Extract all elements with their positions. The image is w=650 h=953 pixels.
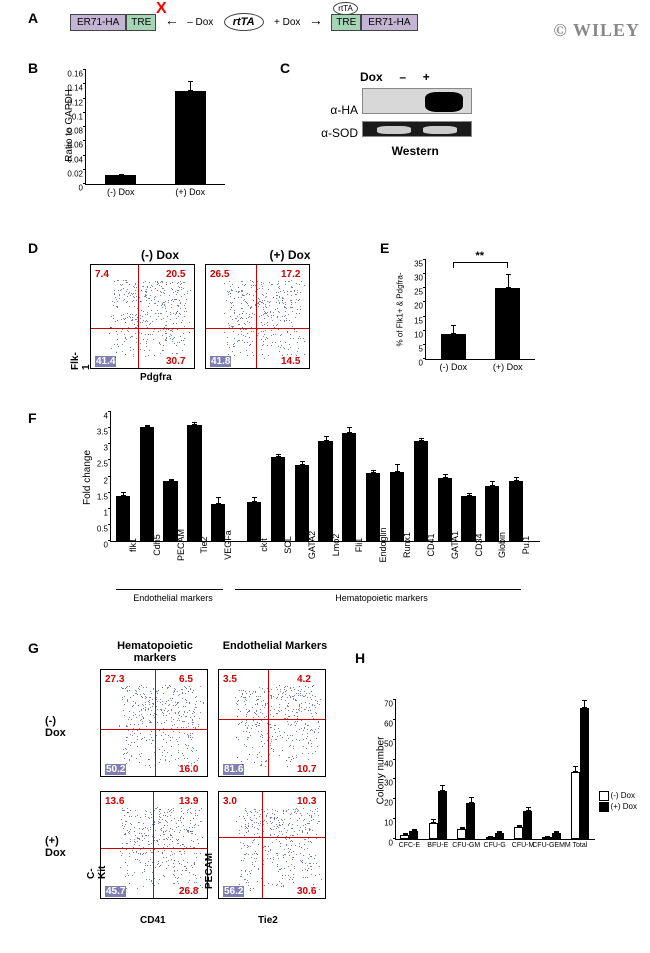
g-col2: Endothelial Markers	[220, 640, 330, 652]
watermark: © WILEY	[553, 20, 640, 41]
ha-signal	[425, 92, 463, 112]
rtta-oval: rtTA	[224, 13, 264, 31]
panel-f-label: F	[28, 410, 37, 426]
rtta-small-icon: rtTA	[333, 2, 358, 15]
panel-e-label: E	[380, 240, 389, 256]
tre-box-right: TRE	[331, 14, 361, 31]
panel-b-chart: 00.020.040.060.080.10.120.140.16(-) Dox(…	[85, 70, 225, 185]
panel-f-ylabel: Fold change	[82, 450, 93, 505]
panel-a-label: A	[28, 10, 38, 26]
d-ylabel: Flk-1	[70, 352, 92, 370]
legend-box-minus	[599, 791, 609, 801]
legend-plus-text: (+) Dox	[611, 802, 637, 811]
g-col1: Hematopoietic markers	[100, 640, 210, 664]
sod-label: α-SOD	[310, 126, 358, 140]
minus-dox-label: – Dox	[187, 17, 213, 28]
d-xlabel: Pdgfra	[140, 372, 172, 383]
sod-signal-2	[423, 126, 457, 134]
panel-h-label: H	[355, 650, 365, 666]
g-row1: (-) Dox	[45, 715, 66, 739]
panel-b-ylabel: Ratio to GAPDH	[64, 89, 75, 162]
panel-h-legend: (-) Dox (+) Dox	[599, 790, 637, 812]
panel-f-chart: 00.511.522.533.54flk1Cdh5PECAMTie2VEGFaE…	[110, 412, 540, 542]
tre-box-left: TRE	[126, 14, 156, 31]
panel-e-ylabel: % of Flk1+ & Pdgfra-	[396, 272, 405, 346]
dox-label: Dox	[360, 70, 383, 84]
er71-box-right: ER71-HA	[361, 14, 417, 31]
panel-e-chart: 05101520253035(-) Dox(+) Dox** % of Flk1…	[425, 260, 535, 360]
panel-c-label: C	[280, 60, 290, 76]
er71-box-left: ER71-HA	[70, 14, 126, 31]
panel-g-label: G	[28, 640, 39, 656]
ha-blot	[362, 88, 472, 114]
panel-c-western: Dox – + α-HA α-SOD Western	[310, 70, 472, 158]
panel-d-label: D	[28, 240, 38, 256]
sod-signal-1	[377, 126, 411, 134]
d-col2: (+) Dox	[230, 248, 350, 262]
red-x-icon: X	[156, 0, 167, 18]
arrow-right: →	[309, 12, 323, 28]
legend-minus-text: (-) Dox	[611, 791, 635, 800]
dox-plus: +	[423, 70, 430, 84]
panel-h-chart: 010203040506070CFC-EBFU-ECFU-GMCFU-GCFU-…	[395, 700, 595, 840]
panel-b-label: B	[28, 60, 38, 76]
legend-box-plus	[599, 802, 609, 812]
g-row2: (+) Dox	[45, 835, 66, 859]
ha-label: α-HA	[310, 103, 358, 117]
sod-blot	[362, 121, 472, 137]
plus-dox-label: + Dox	[274, 17, 300, 28]
d-col1: (-) Dox	[100, 248, 220, 262]
panel-a-diagram: X ER71-HATRE ← – Dox rtTA + Dox → rtTA T…	[70, 12, 550, 31]
western-caption: Western	[358, 144, 472, 158]
dox-minus: –	[399, 70, 406, 84]
panel-h-ylabel: Colony number	[375, 737, 386, 805]
